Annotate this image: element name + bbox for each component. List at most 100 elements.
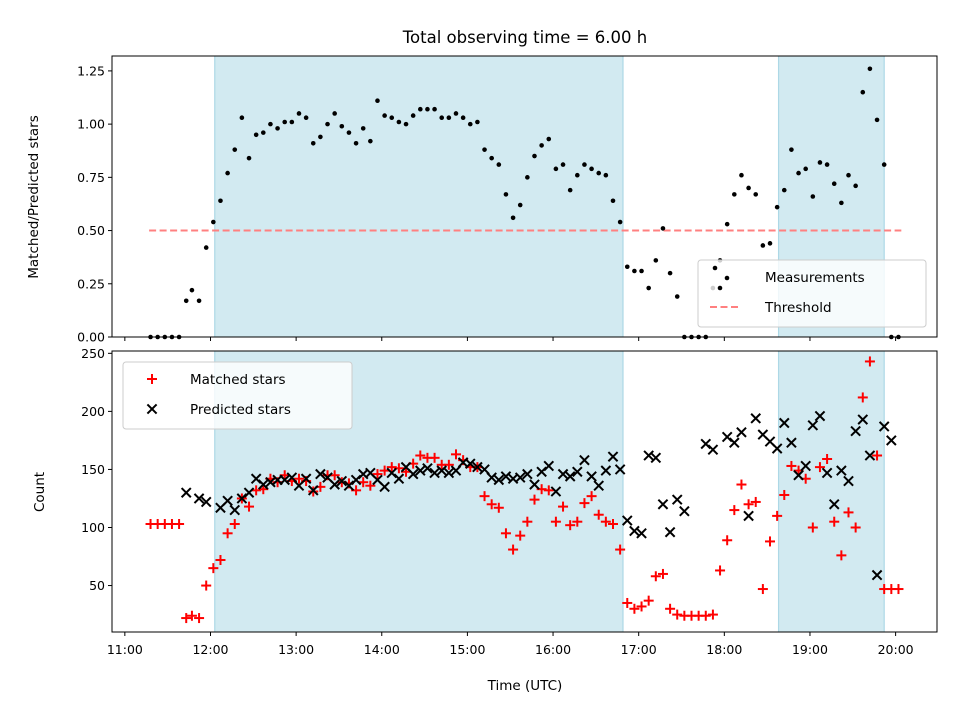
measurement-point bbox=[831, 181, 837, 187]
plot-frame bbox=[111, 350, 938, 633]
matched-star-point bbox=[215, 555, 226, 566]
measurement-point bbox=[653, 258, 659, 263]
y-axis-label: Count bbox=[32, 472, 48, 512]
matched-star-point bbox=[622, 597, 633, 608]
matched-star-point bbox=[807, 522, 818, 533]
measurement-point bbox=[332, 111, 337, 116]
matched-star-point bbox=[515, 530, 526, 541]
predicted-star-point bbox=[414, 465, 426, 476]
measurement-point bbox=[211, 219, 216, 225]
predicted-star-point bbox=[843, 475, 854, 487]
matched-star-point bbox=[729, 505, 740, 516]
matched-star-point bbox=[757, 584, 768, 595]
y-tick-label: 0.00 bbox=[77, 330, 105, 345]
matched-star-point bbox=[508, 544, 519, 555]
measurement-point bbox=[817, 160, 823, 165]
measurement-point bbox=[360, 126, 366, 131]
matched-star-point bbox=[864, 356, 875, 367]
predicted-star-point bbox=[729, 437, 740, 449]
matched-star-point bbox=[372, 469, 383, 480]
measurement-point bbox=[183, 298, 189, 304]
predicted-star-point bbox=[786, 437, 797, 449]
matched-star-point bbox=[415, 450, 426, 461]
x-axis-label: Time (UTC) bbox=[487, 678, 563, 694]
matched-star-point bbox=[600, 516, 611, 527]
y-tick-label: 150 bbox=[81, 462, 105, 477]
predicted-star-point bbox=[543, 460, 555, 472]
predicted-star-point bbox=[557, 468, 569, 480]
measurement-point bbox=[789, 147, 794, 152]
measurement-point bbox=[189, 287, 195, 293]
measurement-point bbox=[482, 147, 487, 152]
predicted-star-point bbox=[265, 476, 276, 488]
measurement-point bbox=[867, 66, 873, 72]
matched-star-point bbox=[743, 499, 754, 510]
predicted-star-point bbox=[886, 435, 897, 446]
predicted-star-point bbox=[871, 569, 883, 581]
measurement-point bbox=[624, 264, 630, 270]
measurement-point bbox=[767, 241, 773, 246]
predicted-star-point bbox=[679, 505, 690, 517]
predicted-star-points bbox=[180, 410, 897, 581]
measurement-point bbox=[389, 115, 395, 121]
legend-label-threshold: Threshold bbox=[764, 300, 832, 316]
matched-star-point bbox=[329, 470, 340, 481]
measurement-point bbox=[739, 172, 744, 178]
measurement-point bbox=[517, 202, 523, 208]
x-tick-label: 16:00 bbox=[535, 642, 571, 657]
matched-star-point bbox=[181, 613, 192, 624]
predicted-star-point bbox=[422, 462, 433, 474]
predicted-star-point bbox=[593, 480, 605, 492]
plot-frame bbox=[111, 55, 938, 338]
measurement-point bbox=[881, 162, 887, 167]
matched-star-point bbox=[786, 460, 797, 471]
predicted-star-point bbox=[222, 495, 233, 507]
measurement-point bbox=[553, 166, 559, 172]
matched-star-point bbox=[486, 499, 497, 510]
measurement-point bbox=[803, 166, 808, 172]
predicted-star-point bbox=[857, 414, 869, 425]
measurement-point bbox=[467, 121, 473, 127]
measurement-point bbox=[368, 138, 373, 144]
matched-star-point bbox=[365, 480, 376, 491]
y-tick-label: 1.25 bbox=[77, 63, 105, 78]
measurement-point bbox=[339, 123, 345, 129]
matched-star-point bbox=[194, 613, 205, 624]
legend: Measurements Threshold bbox=[697, 259, 927, 328]
predicted-star-point bbox=[771, 443, 783, 454]
matched-star-point bbox=[650, 571, 661, 582]
matched-star-point bbox=[629, 603, 640, 614]
predicted-star-point bbox=[579, 454, 590, 466]
x-tick-label: 12:00 bbox=[192, 642, 228, 657]
measurement-point bbox=[225, 170, 230, 176]
measurement-point bbox=[382, 113, 387, 118]
matched-star-point bbox=[672, 609, 683, 620]
matched-star-point bbox=[779, 489, 790, 500]
legend-marker-matched-plus bbox=[147, 374, 157, 384]
measurement-point bbox=[753, 192, 759, 197]
x-axis-ticks bbox=[124, 337, 897, 341]
predicted-star-point bbox=[736, 426, 747, 438]
measurement-point bbox=[475, 119, 480, 125]
measurement-point bbox=[496, 162, 502, 167]
matched-star-point bbox=[579, 498, 590, 509]
predicted-star-point bbox=[514, 472, 526, 483]
matched-star-point bbox=[643, 595, 654, 606]
matched-star-point bbox=[386, 462, 397, 473]
measurement-point bbox=[724, 221, 730, 227]
measurement-point bbox=[589, 166, 594, 172]
predicted-star-point bbox=[193, 493, 205, 504]
y-tick-label: 0.75 bbox=[77, 170, 105, 185]
x-tick-label: 17:00 bbox=[621, 642, 657, 657]
y-tick-label: 0.25 bbox=[77, 276, 105, 291]
measurement-point bbox=[732, 192, 737, 197]
matched-star-point bbox=[593, 509, 604, 520]
measurement-point bbox=[582, 162, 587, 167]
measurement-points bbox=[148, 66, 901, 340]
measurement-point bbox=[453, 111, 459, 116]
matched-star-point bbox=[174, 519, 185, 530]
measurement-point bbox=[746, 185, 751, 191]
legend-label-predicted: Predicted stars bbox=[190, 402, 291, 418]
measurement-point bbox=[539, 143, 544, 148]
matched-star-point bbox=[636, 601, 647, 612]
